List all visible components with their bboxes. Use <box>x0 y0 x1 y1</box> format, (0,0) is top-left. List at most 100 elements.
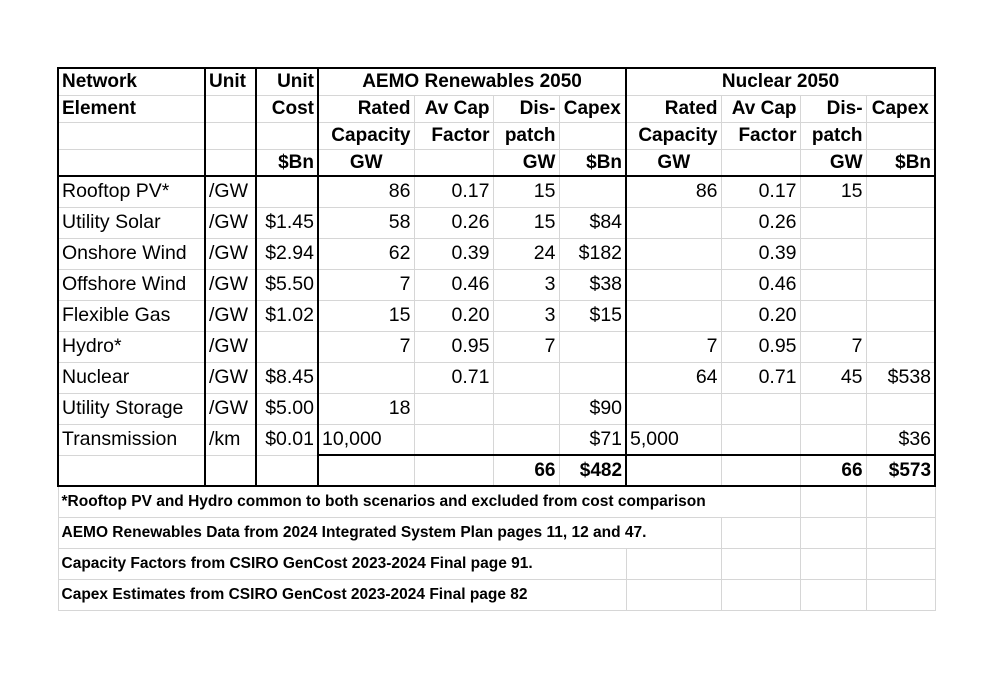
empty-cell <box>625 547 722 580</box>
empty-cell <box>720 547 801 580</box>
network-element: Rooftop PV* <box>57 175 206 208</box>
nuclear-dispatch <box>799 206 867 239</box>
header-aemo-av-cap-factor: Av Cap <box>413 94 494 123</box>
header-nuclear-rated-capacity: Rated <box>625 94 722 123</box>
aemo-total-capex: $482 <box>558 454 627 487</box>
aemo-rated-capacity: 58 <box>317 206 415 239</box>
aemo-rated-capacity: 62 <box>317 237 415 270</box>
header-aemo-rated-capacity: Capacity <box>317 121 415 150</box>
aemo-rated-capacity: 7 <box>317 330 415 363</box>
nuclear-av-cap-factor: 0.46 <box>720 268 801 301</box>
unit-cost <box>255 175 319 208</box>
aemo-capex: $38 <box>558 268 627 301</box>
network-element: Hydro* <box>57 330 206 363</box>
header-unit <box>204 94 257 123</box>
header-aemo-capex <box>558 121 627 150</box>
nuclear-rated-capacity <box>625 392 722 425</box>
aemo-dispatch <box>492 392 560 425</box>
table-row: Utility Storage/GW $5.00 18 $90 <box>57 392 937 425</box>
aemo-av-cap-factor: 0.46 <box>413 268 494 301</box>
nuclear-dispatch <box>799 237 867 270</box>
header-unit-cost: Unit <box>255 67 319 96</box>
nuclear-rated-capacity <box>625 299 722 332</box>
header-nuclear-rated-capacity: Capacity <box>625 121 722 150</box>
totals-empty <box>255 454 319 487</box>
aemo-av-cap-factor <box>413 423 494 456</box>
header-unit-cost <box>255 121 319 150</box>
nuclear-dispatch: 7 <box>799 330 867 363</box>
totals-row: 66 $482 66 $573 <box>57 454 937 487</box>
header-row-1: Network Unit Unit AEMO Renewables 2050 Nucle… <box>57 67 937 96</box>
aemo-dispatch: 7 <box>492 330 560 363</box>
network-element: Utility Solar <box>57 206 206 239</box>
nuclear-dispatch <box>799 392 867 425</box>
aemo-dispatch: 15 <box>492 175 560 208</box>
unit: /GW <box>204 361 257 394</box>
nuclear-capex <box>865 237 937 270</box>
aemo-av-cap-factor: 0.17 <box>413 175 494 208</box>
table-row: Offshore Wind/GW $5.50 7 0.46 3 $38 0.46 <box>57 268 937 301</box>
nuclear-dispatch <box>799 423 867 456</box>
cost-comparison-table: Network Unit Unit AEMO Renewables 2050 Nucle… <box>57 67 937 611</box>
totals-empty <box>413 454 494 487</box>
nuclear-rated-capacity: 64 <box>625 361 722 394</box>
header-nuclear-av-cap-factor: Factor <box>720 121 801 150</box>
header-network: Network <box>57 67 206 96</box>
aemo-capex: $182 <box>558 237 627 270</box>
aemo-av-cap-factor: 0.26 <box>413 206 494 239</box>
nuclear-av-cap-factor <box>720 423 801 456</box>
aemo-capex <box>558 330 627 363</box>
footnote: *Rooftop PV and Hydro common to both sce… <box>57 485 801 518</box>
aemo-rated-capacity <box>317 361 415 394</box>
header-unit: Unit <box>204 67 257 96</box>
table-row: Onshore Wind/GW $2.94 62 0.39 24 $182 0.39 <box>57 237 937 270</box>
unit-cost: $5.50 <box>255 268 319 301</box>
empty-cell <box>799 485 867 518</box>
table-row: Flexible Gas/GW $1.02 15 0.20 3 $15 0.20 <box>57 299 937 332</box>
nuclear-av-cap-factor: 0.39 <box>720 237 801 270</box>
table-row: Hydro*/GW 7 0.95 7 7 0.95 7 <box>57 330 937 363</box>
footnote: Capacity Factors from CSIRO GenCost 2023… <box>57 547 627 580</box>
network-element: Nuclear <box>57 361 206 394</box>
header-nuclear-capex: $Bn <box>865 148 937 177</box>
header-aemo-dispatch: Dis- <box>492 94 560 123</box>
nuclear-dispatch <box>799 299 867 332</box>
aemo-capex: $90 <box>558 392 627 425</box>
nuclear-capex <box>865 392 937 425</box>
aemo-av-cap-factor: 0.95 <box>413 330 494 363</box>
note-row: *Rooftop PV and Hydro common to both sce… <box>57 485 936 518</box>
aemo-av-cap-factor: 0.39 <box>413 237 494 270</box>
totals-empty <box>625 454 722 487</box>
header-aemo-group: AEMO Renewables 2050 <box>316 67 627 96</box>
nuclear-rated-capacity: 86 <box>625 175 722 208</box>
note-row: AEMO Renewables Data from 2024 Integrate… <box>57 516 936 549</box>
header-row-4: $Bn GW GW $Bn GW GW $Bn <box>57 148 937 177</box>
header-aemo-dispatch: GW <box>492 148 560 177</box>
network-element: Offshore Wind <box>57 268 206 301</box>
nuclear-capex: $36 <box>865 423 937 456</box>
empty-cell <box>799 516 867 549</box>
nuclear-capex <box>865 206 937 239</box>
aemo-rated-capacity: 7 <box>317 268 415 301</box>
unit: /GW <box>204 299 257 332</box>
unit: /km <box>204 423 257 456</box>
aemo-dispatch: 24 <box>492 237 560 270</box>
nuclear-rated-capacity: 5,000 <box>625 423 722 456</box>
aemo-capex: $71 <box>558 423 627 456</box>
unit: /GW <box>204 175 257 208</box>
header-nuclear-capex: Capex <box>865 94 937 123</box>
nuclear-rated-capacity <box>625 237 722 270</box>
header-nuclear-dispatch: Dis- <box>799 94 867 123</box>
header-nuclear-capex <box>865 121 937 150</box>
footnote: AEMO Renewables Data from 2024 Integrate… <box>57 516 722 549</box>
unit-cost: $0.01 <box>255 423 319 456</box>
empty-cell <box>865 516 936 549</box>
aemo-rated-capacity: 10,000 <box>317 423 415 456</box>
aemo-rated-capacity: 86 <box>317 175 415 208</box>
unit: /GW <box>204 330 257 363</box>
table-row: Transmission/km $0.01 10,000 $71 5,000 $36 <box>57 423 937 456</box>
header-nuclear-av-cap-factor <box>720 148 801 177</box>
header-row-2: Element Cost Rated Av Cap Dis- Capex Rated Av C… <box>57 94 937 123</box>
aemo-dispatch <box>492 423 560 456</box>
unit: /GW <box>204 268 257 301</box>
